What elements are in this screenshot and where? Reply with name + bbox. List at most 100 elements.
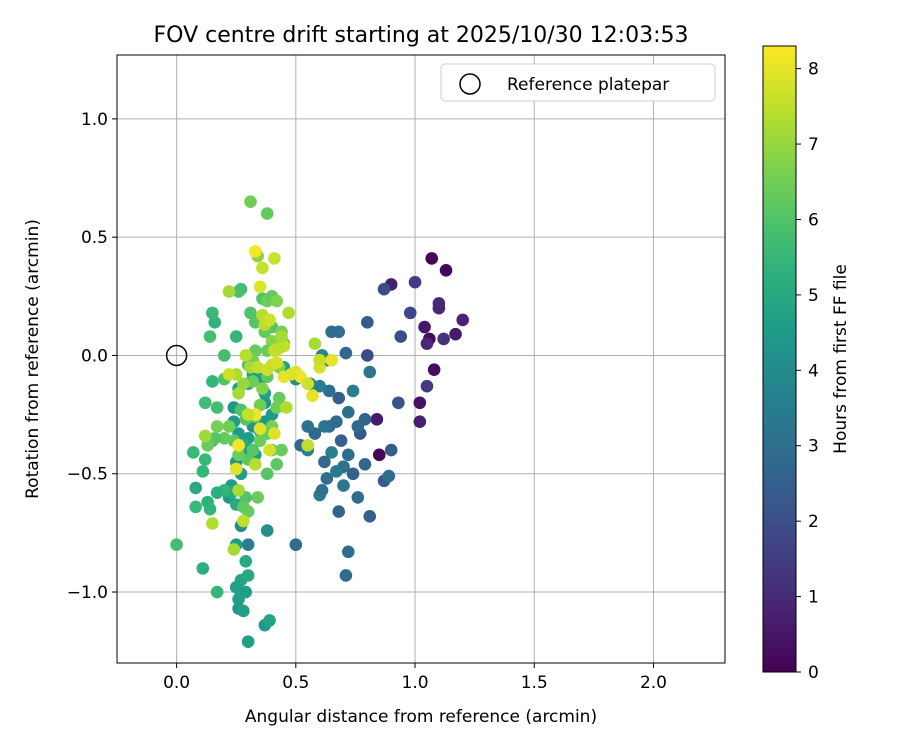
data-point bbox=[284, 368, 298, 381]
data-point bbox=[351, 420, 365, 433]
data-point bbox=[217, 431, 231, 445]
data-point bbox=[289, 538, 303, 552]
data-point bbox=[222, 420, 236, 433]
data-point bbox=[229, 330, 243, 343]
data-point bbox=[337, 479, 350, 492]
data-point bbox=[377, 282, 391, 296]
x-tick-label: 1.5 bbox=[521, 673, 548, 693]
data-point bbox=[203, 330, 217, 343]
data-point bbox=[325, 353, 338, 367]
data-point bbox=[403, 306, 417, 320]
data-point bbox=[268, 427, 281, 440]
data-point bbox=[363, 365, 377, 379]
x-tick-label: 0.0 bbox=[163, 673, 190, 693]
data-point bbox=[196, 465, 210, 478]
data-point bbox=[248, 457, 262, 471]
data-point bbox=[232, 285, 245, 298]
data-point bbox=[210, 401, 224, 414]
data-point bbox=[222, 285, 236, 298]
data-point bbox=[301, 439, 315, 452]
data-point bbox=[279, 401, 293, 414]
data-point bbox=[270, 356, 284, 369]
data-point bbox=[332, 505, 346, 518]
data-point bbox=[206, 375, 219, 388]
data-point bbox=[260, 524, 274, 537]
data-point bbox=[346, 384, 360, 398]
data-point bbox=[325, 446, 338, 459]
colorbar: 0 1 2 3 4 5 6 7 8 Hours from first FF file bbox=[762, 45, 851, 683]
data-point bbox=[306, 389, 319, 402]
legend-box bbox=[440, 63, 716, 102]
plot-area bbox=[116, 54, 726, 664]
data-point bbox=[248, 344, 262, 358]
data-point bbox=[241, 569, 255, 582]
data-point bbox=[346, 467, 360, 481]
data-point bbox=[263, 313, 276, 327]
data-point bbox=[239, 554, 253, 568]
data-point bbox=[408, 275, 422, 289]
y-tick-label: 0.0 bbox=[81, 346, 108, 366]
data-point bbox=[246, 443, 260, 457]
y-tick-label: −1.0 bbox=[67, 583, 108, 603]
chart-title: FOV centre drift starting at 2025/10/30 … bbox=[154, 23, 689, 48]
data-point bbox=[260, 207, 274, 220]
data-point bbox=[449, 327, 462, 341]
data-point bbox=[432, 301, 446, 315]
data-point bbox=[222, 368, 236, 381]
data-point bbox=[251, 491, 264, 504]
data-point bbox=[186, 446, 200, 459]
data-point bbox=[198, 429, 212, 443]
x-tick-label: 1.0 bbox=[402, 673, 429, 693]
reference-platepar-marker bbox=[165, 344, 188, 367]
data-point bbox=[372, 448, 386, 462]
data-point bbox=[241, 635, 255, 649]
legend-label: Reference platepar bbox=[507, 75, 669, 95]
data-point bbox=[322, 384, 336, 398]
data-point bbox=[313, 353, 326, 367]
legend: Reference platepar bbox=[440, 63, 716, 102]
data-point bbox=[320, 472, 334, 485]
data-point bbox=[301, 420, 315, 433]
data-point bbox=[341, 405, 355, 419]
data-point bbox=[268, 344, 281, 358]
x-tick-label: 2.0 bbox=[640, 673, 667, 693]
colorbar-ticks: 0 1 2 3 4 5 6 7 8 bbox=[796, 60, 819, 683]
data-point bbox=[394, 330, 408, 343]
data-point bbox=[315, 483, 329, 497]
data-point bbox=[384, 443, 398, 457]
data-point bbox=[256, 382, 269, 395]
data-point bbox=[351, 491, 365, 504]
data-point bbox=[456, 313, 470, 327]
axis-ticks: 0.0 0.5 1.0 1.5 2.0 −1.0 −0.5 0.0 0.5 1.0 bbox=[67, 110, 667, 693]
colorbar-tick-label: 3 bbox=[808, 437, 819, 457]
data-point bbox=[263, 614, 276, 627]
data-point bbox=[189, 500, 202, 514]
data-point bbox=[227, 543, 241, 556]
data-point bbox=[318, 420, 331, 433]
y-tick-label: 0.5 bbox=[81, 228, 108, 248]
data-point bbox=[253, 434, 267, 447]
data-point bbox=[341, 545, 355, 559]
data-point bbox=[253, 398, 267, 412]
data-point bbox=[361, 316, 374, 329]
x-axis-label: Angular distance from reference (arcmin) bbox=[245, 707, 597, 727]
data-point bbox=[232, 439, 245, 452]
data-point bbox=[237, 377, 250, 391]
data-point bbox=[363, 510, 377, 523]
data-point bbox=[308, 337, 322, 350]
data-point bbox=[437, 332, 450, 346]
colorbar-tick-label: 7 bbox=[808, 135, 819, 155]
data-point bbox=[301, 377, 315, 391]
data-point bbox=[270, 401, 284, 414]
data-point bbox=[241, 538, 255, 552]
scatter-points bbox=[165, 195, 470, 649]
data-point bbox=[203, 502, 217, 516]
data-point bbox=[334, 434, 348, 447]
data-point bbox=[210, 486, 224, 499]
data-point bbox=[201, 439, 214, 452]
colorbar-tick-label: 8 bbox=[808, 60, 819, 80]
data-point bbox=[427, 363, 441, 376]
data-point bbox=[358, 457, 372, 471]
data-point bbox=[189, 481, 202, 495]
